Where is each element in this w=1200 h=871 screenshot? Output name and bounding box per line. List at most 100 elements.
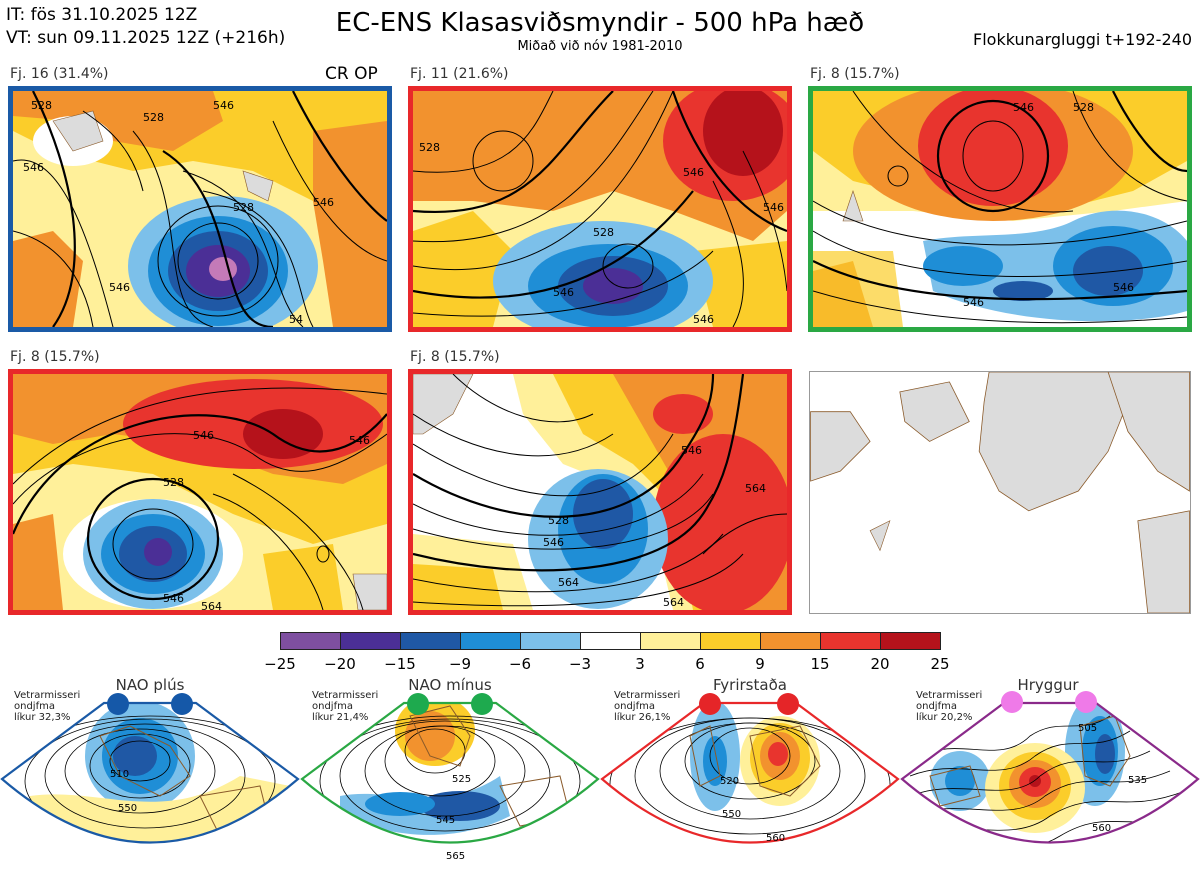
regime-dot	[699, 693, 721, 715]
cluster-4-anomaly-field: 546 546 528 546 564	[13, 374, 387, 610]
colorbar-cell	[640, 632, 701, 650]
contour-label: 546	[193, 429, 214, 442]
colorbar-cell	[280, 632, 341, 650]
contour-label: 546	[313, 196, 334, 209]
header-info: IT: fös 31.10.2025 12Z VT: sun 09.11.202…	[6, 4, 285, 50]
cluster-5-label: Fj. 8 (15.7%)	[410, 349, 500, 365]
cluster-4-label: Fj. 8 (15.7%)	[10, 349, 100, 365]
empty-map	[809, 371, 1191, 614]
regime-nao-plus-map: 510 550	[0, 693, 300, 844]
contour-label: 528	[31, 99, 52, 112]
contour-label: 564	[663, 596, 684, 609]
classification-window: Flokkunargluggi t+192-240	[973, 30, 1192, 49]
contour-label: 560	[1092, 823, 1111, 834]
init-time: IT: fös 31.10.2025 12Z	[6, 5, 198, 25]
contour-label: 528	[233, 201, 254, 214]
colorbar-tick: 25	[930, 655, 950, 673]
colorbar-tick: 3	[635, 655, 645, 673]
contour-label: 525	[452, 774, 471, 785]
colorbar-cell	[340, 632, 401, 650]
contour-label: 550	[118, 803, 137, 814]
contour-label: 546	[1013, 101, 1034, 114]
colorbar-tick: 9	[755, 655, 765, 673]
colorbar-tick: 15	[810, 655, 830, 673]
contour-label: 546	[763, 201, 784, 214]
regime-dot	[1001, 691, 1023, 713]
colorbar-tick: −6	[508, 655, 532, 673]
colorbar-tick: −3	[568, 655, 592, 673]
colorbar-cell	[820, 632, 881, 650]
cluster-3-anomaly-field: 546 528 546 546	[813, 91, 1187, 327]
cluster-3-map: 546 528 546 546	[808, 86, 1192, 332]
colorbar-cell	[700, 632, 761, 650]
cluster-1-cr-op: CR OP	[325, 64, 378, 84]
regime-dot	[407, 693, 429, 715]
contour-label: 564	[558, 576, 579, 589]
regime-meta: Vetrarmisseri ondjfma líkur 32,3%	[14, 690, 81, 723]
cluster-2-label: Fj. 11 (21.6%)	[410, 66, 509, 82]
regime-dot	[107, 693, 129, 715]
cluster-3-label: Fj. 8 (15.7%)	[810, 66, 900, 82]
contour-label: 546	[163, 592, 184, 605]
regime-nao-minus-map: 525 545 565	[300, 693, 600, 862]
contour-label: 546	[693, 313, 714, 326]
contour-label: 520	[720, 776, 739, 787]
regime-blocking-map: 520 550 560	[600, 693, 900, 844]
contour-label: 546	[1113, 281, 1134, 294]
contour-label: 546	[683, 166, 704, 179]
regime-meta: Vetrarmisseri ondjfma líkur 21,4%	[312, 690, 379, 723]
contour-label: 528	[593, 226, 614, 239]
contour-label: 560	[766, 833, 785, 844]
greenland-land-outline	[810, 372, 1190, 613]
colorbar-tick: −25	[264, 655, 296, 673]
contour-label: 546	[213, 99, 234, 112]
colorbar-cell	[520, 632, 581, 650]
cluster-4-map: 546 546 528 546 564	[8, 369, 392, 615]
contour-label: 535	[1128, 775, 1147, 786]
regime-title: Fyrirstaða	[713, 676, 787, 694]
contour-label: 528	[419, 141, 440, 154]
colorbar-tick: −15	[384, 655, 416, 673]
contour-label: 565	[446, 851, 465, 862]
contour-label: 546	[109, 281, 130, 294]
regime-dot	[171, 693, 193, 715]
regime-nao-plus: 510 550 NAO plús Vetrarmisseri ondjfma l…	[0, 676, 300, 871]
colorbar-cell	[760, 632, 821, 650]
contour-label: 564	[201, 600, 222, 610]
contour-label: 546	[681, 444, 702, 457]
contour-label: 528	[548, 514, 569, 527]
regime-nao-minus: 525 545 565 NAO mínus Vetrarmisseri ondj…	[300, 676, 600, 871]
contour-label: 546	[23, 161, 44, 174]
colorbar-tick: −20	[324, 655, 356, 673]
regime-title: NAO plús	[115, 676, 185, 694]
valid-time: VT: sun 09.11.2025 12Z (+216h)	[6, 28, 286, 48]
regime-dot	[471, 693, 493, 715]
contour-label: 550	[722, 809, 741, 820]
colorbar-cell	[460, 632, 521, 650]
contour-label: 564	[745, 482, 766, 495]
cluster-1-anomaly-field: 528 546 546 528 54 546 546 528	[13, 91, 387, 327]
contour-label: 54	[289, 313, 303, 326]
colorbar-cell	[880, 632, 941, 650]
cluster-2-map: 528 546 546 546 546 528	[408, 86, 792, 332]
regime-title: NAO mínus	[408, 676, 492, 694]
contour-label: 505	[1078, 723, 1097, 734]
contour-label: 546	[349, 434, 370, 447]
contour-label: 510	[110, 769, 129, 780]
cluster-1-map: 528 546 546 528 54 546 546 528	[8, 86, 392, 332]
cluster-5-anomaly-field: 528 546 564 564 546 564	[413, 374, 787, 610]
colorbar-tick: −9	[448, 655, 472, 673]
cluster-2-anomaly-field: 528 546 546 546 546 528	[413, 91, 787, 327]
page-subtitle: Miðað við nóv 1981-2010	[517, 39, 683, 54]
regime-ridge: 505 535 560 Hryggur Vetrarmisseri ondjfm…	[900, 676, 1200, 871]
colorbar-cell	[580, 632, 641, 650]
contour-label: 546	[963, 296, 984, 309]
regime-blocking: 520 550 560 Fyrirstaða Vetrarmisseri ond…	[600, 676, 900, 871]
contour-label: 546	[543, 536, 564, 549]
regime-dot	[1075, 691, 1097, 713]
regime-meta: Vetrarmisseri ondjfma líkur 20,2%	[916, 690, 983, 723]
contour-label: 528	[1073, 101, 1094, 114]
regime-ridge-map: 505 535 560	[900, 691, 1200, 844]
colorbar-tick: 20	[870, 655, 890, 673]
cluster-1-label: Fj. 16 (31.4%)	[10, 66, 109, 82]
